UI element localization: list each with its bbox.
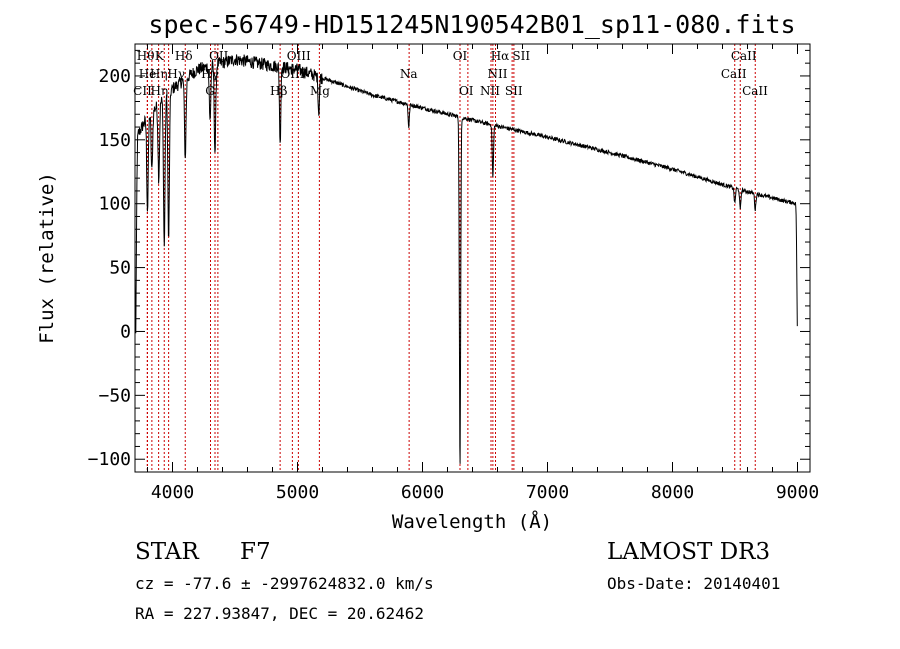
y-tick-label: −100 (88, 449, 131, 470)
y-tick-label: 200 (98, 66, 131, 87)
marker-label: Hδ (175, 49, 193, 63)
x-axis-label: Wavelength (Å) (392, 510, 552, 533)
x-tick-label: 5000 (276, 482, 319, 503)
y-axis-label: Flux (relative) (36, 172, 58, 344)
marker-label: He (139, 67, 157, 81)
x-tick-label: 7000 (526, 482, 569, 503)
marker-label: SII (512, 49, 530, 63)
obs-date: Obs-Date: 20140401 (607, 574, 780, 593)
marker-label: CaII (731, 49, 757, 63)
marker-label: Hα (491, 49, 510, 63)
survey-name: LAMOST DR3 (607, 539, 770, 565)
x-axis: 4000 5000 6000 7000 8000 9000 (147, 44, 819, 503)
marker-label: CaII (742, 84, 768, 98)
x-tick-label: 6000 (401, 482, 444, 503)
marker-label: NII (488, 67, 508, 81)
object-class: STAR (135, 539, 199, 565)
redshift-line: cz = -77.6 ± -2997624832.0 km/s (135, 574, 434, 593)
coordinates: RA = 227.93847, DEC = 20.62462 (135, 604, 424, 623)
object-subclass: F7 (240, 539, 271, 565)
marker-label: G (205, 84, 215, 98)
marker-label: Hη (150, 67, 168, 81)
marker-label: Hθ (137, 49, 155, 63)
x-tick-label: 9000 (776, 482, 819, 503)
y-tick-label: 150 (98, 130, 131, 151)
chart-title: spec-56749-HD151245N190542B01_sp11-080.f… (148, 10, 795, 39)
y-tick-label: 100 (98, 194, 131, 215)
y-axis: −100 −50 0 50 100 150 200 (88, 49, 810, 470)
x-tick-label: 8000 (651, 482, 694, 503)
plot-frame (134, 43, 811, 473)
marker-label: K (155, 49, 165, 63)
marker-label: Hγ (201, 67, 219, 81)
marker-label: CaII (721, 67, 747, 81)
marker-label: OIII (287, 49, 311, 63)
marker-label: SII (505, 84, 523, 98)
marker-label: Hγ (167, 67, 185, 81)
y-tick-label: 50 (109, 258, 131, 279)
marker-label: OI (453, 49, 468, 63)
x-tick-label: 4000 (151, 482, 194, 503)
spectrum-line (134, 54, 798, 464)
marker-label: Hη (151, 84, 169, 98)
marker-label: NII (480, 84, 500, 98)
marker-label: CII (133, 84, 152, 98)
marker-label: OI (459, 84, 474, 98)
line-markers (146, 44, 756, 472)
spectrum-series (134, 54, 798, 464)
marker-label: Na (400, 67, 418, 81)
y-tick-label: 0 (120, 321, 131, 342)
y-tick-label: −50 (98, 385, 131, 406)
